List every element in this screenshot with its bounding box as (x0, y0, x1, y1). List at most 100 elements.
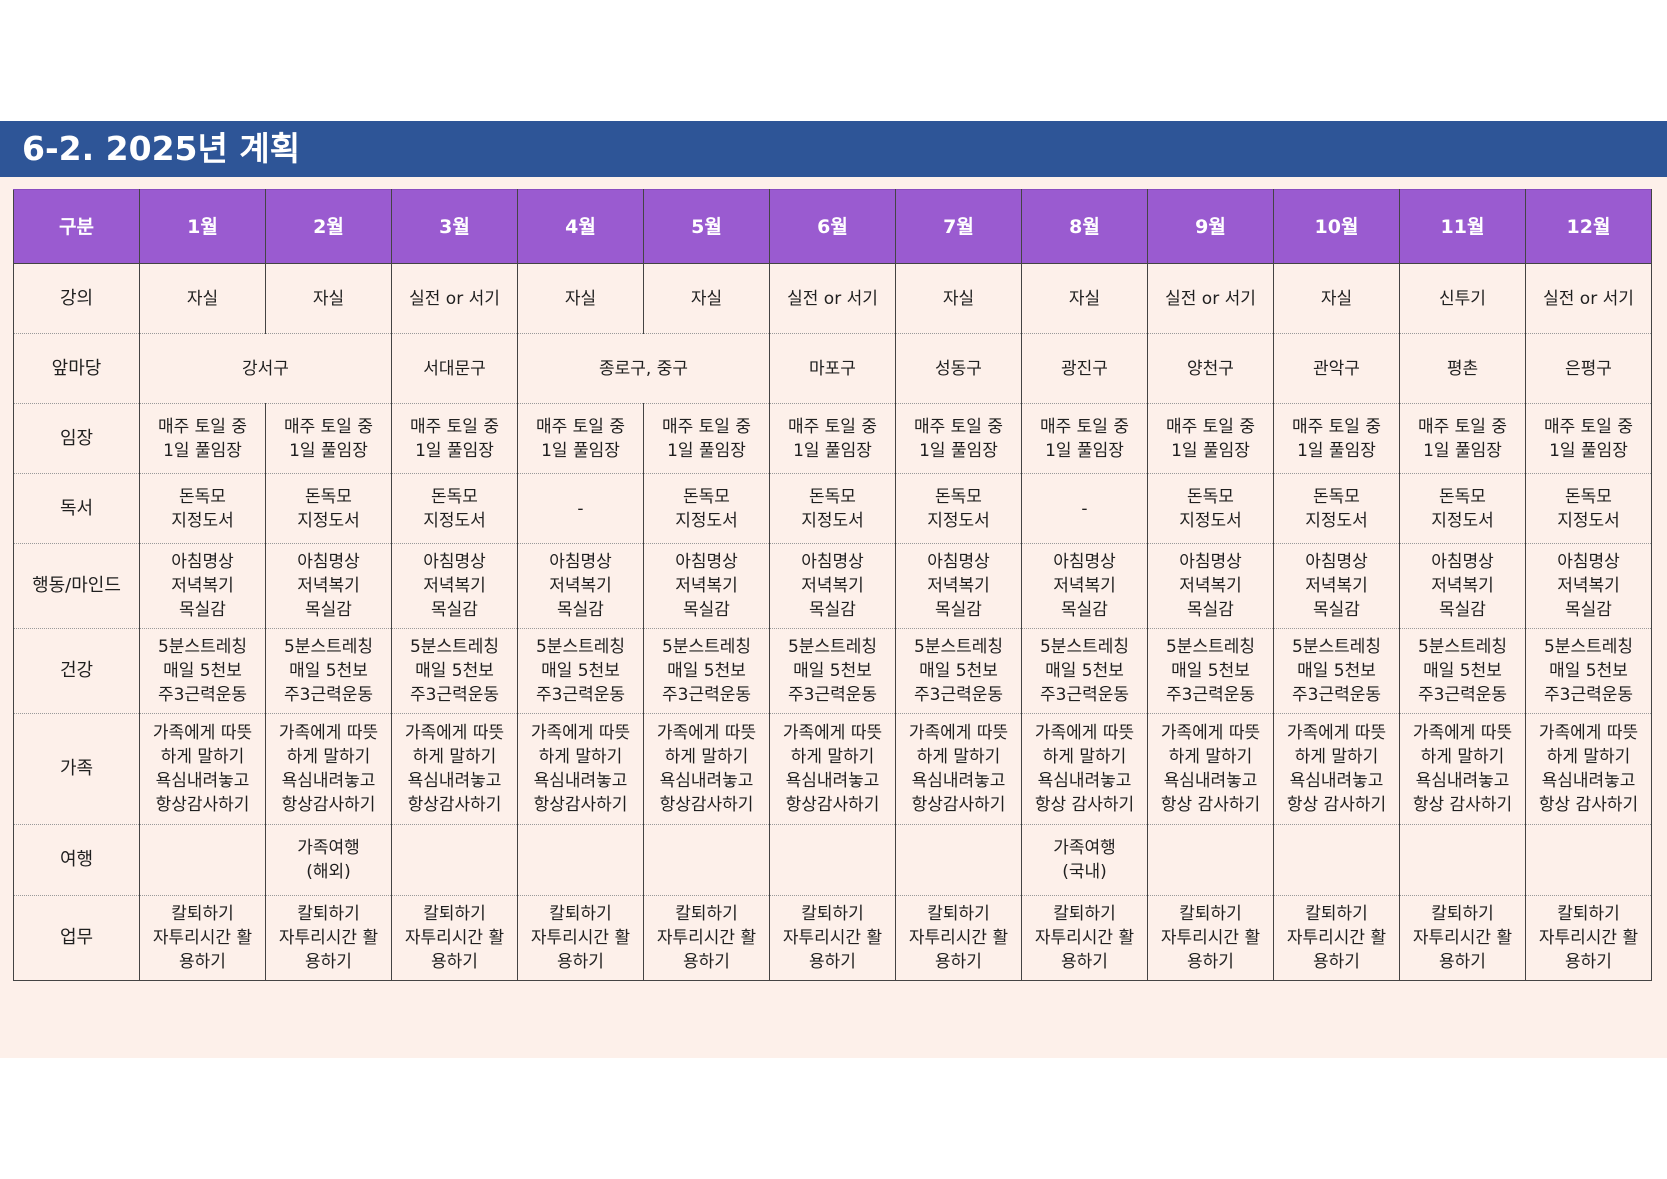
cell-text: 5분스트레칭 (283, 637, 374, 657)
cell-text: 칼퇴하기 (171, 904, 234, 924)
cell-text: 광진구 (1061, 358, 1108, 379)
cell-text: 1일 풀임장 (163, 440, 242, 461)
title-bar: 6-2. 2025년 계획 (0, 121, 1667, 177)
cell-text: 돈독모 (683, 486, 730, 507)
cell-text: 용하기 (935, 952, 982, 972)
cell-text: 아침명상 (801, 552, 864, 572)
cell-text: 가족여행 (1053, 838, 1116, 858)
table-cell: 가족에게 따뜻 하게 말하기 욕심내려놓고 항상감사하기 (643, 713, 770, 825)
cell-text: 저녁복기 (801, 576, 864, 596)
table-cell: 돈독모 지정도서 (139, 473, 266, 544)
cell-text: 칼퇴하기 (1431, 904, 1494, 924)
cell-text: 주3근력운동 (1039, 685, 1130, 705)
table-cell: 칼퇴하기 자투리시간 활 용하기 (517, 895, 644, 981)
cell-text: 5분스트레칭 (1165, 637, 1256, 657)
cell-text: 목실감 (935, 600, 982, 620)
table-cell: 매주 토일 중 1일 풀임장 (1273, 403, 1400, 474)
cell-text: 주3근력운동 (1291, 685, 1382, 705)
table-cell: 가족여행 (해외) (265, 824, 392, 896)
cell-text: 자실 (690, 288, 723, 309)
cell-text: 가족에게 따뜻 (656, 723, 757, 743)
table-cell (643, 824, 770, 896)
cell-text: 가족에게 따뜻 (404, 723, 505, 743)
row-label: 여행 (13, 824, 140, 896)
cell-text: 지정도서 (1305, 510, 1368, 531)
cell-text: 자투리시간 활 (1412, 928, 1513, 948)
cell-text: 저녁복기 (1305, 576, 1368, 596)
cell-text: 항상 감사하기 (1286, 795, 1387, 815)
cell-text: 용하기 (809, 952, 856, 972)
cell-text: 욕심내려놓고 (533, 771, 628, 791)
cell-text: 저녁복기 (1431, 576, 1494, 596)
cell-text: 하게 말하기 (1294, 747, 1379, 767)
cell-text: 칼퇴하기 (675, 904, 738, 924)
cell-text: 매일 5천보 (1423, 661, 1502, 681)
cell-text: 자투리시간 활 (530, 928, 631, 948)
table-cell: 5분스트레칭 매일 5천보 주3근력운동 (1147, 628, 1274, 714)
cell-text: 칼퇴하기 (801, 904, 864, 924)
cell-text: 매주 토일 중 (787, 416, 877, 437)
table-cell: 자실 (1021, 263, 1148, 334)
cell-text: 목실감 (1565, 600, 1612, 620)
table-row: 건강 5분스트레칭 매일 5천보 주3근력운동 5분스트레칭 매일 5천보 주3근력운동 5분… (13, 628, 1652, 714)
table-cell: 아침명상 저녁복기 목실감 (1399, 543, 1526, 629)
table-cell: 가족에게 따뜻 하게 말하기 욕심내려놓고 항상 감사하기 (1399, 713, 1526, 825)
table-cell: 가족에게 따뜻 하게 말하기 욕심내려놓고 항상 감사하기 (1273, 713, 1400, 825)
cell-text: 항상감사하기 (659, 795, 754, 815)
cell-text: 항상감사하기 (407, 795, 502, 815)
cell-text: 항상 감사하기 (1034, 795, 1135, 815)
row-label: 독서 (13, 473, 140, 544)
cell-text: 하게 말하기 (1546, 747, 1631, 767)
table-cell: - (517, 473, 644, 544)
cell-text: 매일 5천보 (1549, 661, 1628, 681)
table-cell (391, 824, 518, 896)
cell-text: 욕심내려놓고 (659, 771, 754, 791)
table-cell: 5분스트레칭 매일 5천보 주3근력운동 (1021, 628, 1148, 714)
cell-text: 매주 토일 중 (283, 416, 373, 437)
cell-text: 칼퇴하기 (549, 904, 612, 924)
table-cell: 칼퇴하기 자투리시간 활 용하기 (139, 895, 266, 981)
cell-text: 1일 풀임장 (1297, 440, 1376, 461)
cell-text: 실전 or 서기 (1165, 288, 1256, 309)
table-cell: 칼퇴하기 자투리시간 활 용하기 (1147, 895, 1274, 981)
cell-text: 용하기 (179, 952, 226, 972)
cell-text: 자투리시간 활 (404, 928, 505, 948)
table-cell: 자실 (139, 263, 266, 334)
cell-text: 1일 풀임장 (541, 440, 620, 461)
row-label: 강의 (13, 263, 140, 334)
cell-text: 하게 말하기 (790, 747, 875, 767)
table-cell: 아침명상 저녁복기 목실감 (1525, 543, 1652, 629)
cell-text: 매주 토일 중 (1417, 416, 1507, 437)
header-month: 12월 (1525, 189, 1652, 264)
table-cell: 매주 토일 중 1일 풀임장 (1147, 403, 1274, 474)
table-cell: 칼퇴하기 자투리시간 활 용하기 (391, 895, 518, 981)
cell-text: 아침명상 (1179, 552, 1242, 572)
table-cell: 돈독모 지정도서 (1273, 473, 1400, 544)
table-cell: 돈독모 지정도서 (643, 473, 770, 544)
cell-text: 저녁복기 (171, 576, 234, 596)
cell-text: 돈독모 (1187, 486, 1234, 507)
cell-text: 가족에게 따뜻 (1034, 723, 1135, 743)
cell-text: 매일 5천보 (667, 661, 746, 681)
cell-text: 1일 풀임장 (415, 440, 494, 461)
cell-text: 매주 토일 중 (1165, 416, 1255, 437)
cell-text: 목실감 (179, 600, 226, 620)
cell-text: 욕심내려놓고 (1541, 771, 1636, 791)
cell-text: 아침명상 (171, 552, 234, 572)
table-cell: 매주 토일 중 1일 풀임장 (1021, 403, 1148, 474)
cell-text: 가족에게 따뜻 (1160, 723, 1261, 743)
cell-text: 자투리시간 활 (656, 928, 757, 948)
cell-text: 매일 5천보 (919, 661, 998, 681)
cell-text: 용하기 (1187, 952, 1234, 972)
cell-text: (국내) (1062, 862, 1107, 882)
cell-text: 항상감사하기 (785, 795, 880, 815)
cell-text: 매일 5천보 (1045, 661, 1124, 681)
cell-text: 1일 풀임장 (289, 440, 368, 461)
cell-text: 매주 토일 중 (1039, 416, 1129, 437)
cell-text: 주3근력운동 (913, 685, 1004, 705)
cell-text: 항상 감사하기 (1412, 795, 1513, 815)
cell-text: 용하기 (1439, 952, 1486, 972)
cell-text: 항상 감사하기 (1160, 795, 1261, 815)
cell-text: 칼퇴하기 (297, 904, 360, 924)
